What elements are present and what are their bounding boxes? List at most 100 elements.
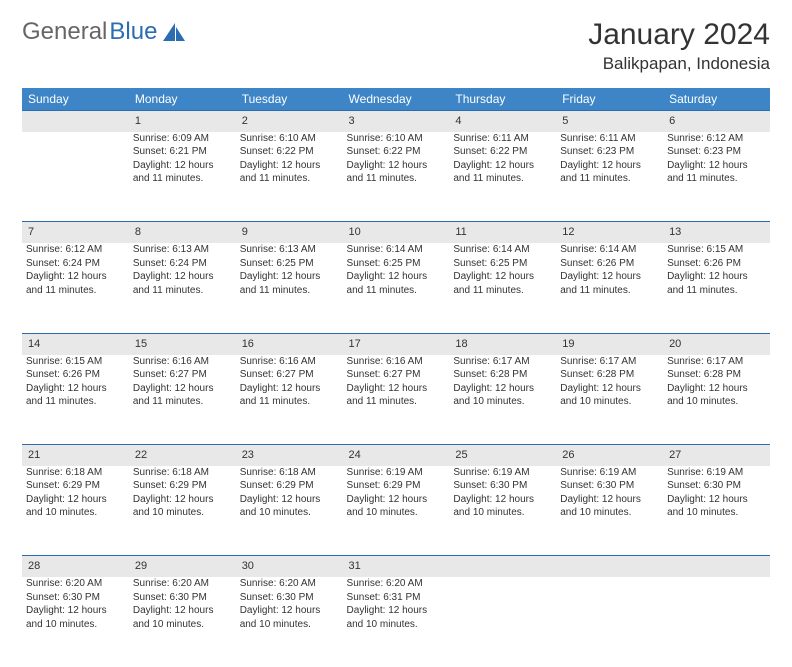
daylight-line: Daylight: 12 hours and 10 minutes. [560,382,659,409]
header: GeneralBlue January 2024 Balikpapan, Ind… [22,18,770,74]
daylight-line: Daylight: 12 hours and 11 minutes. [453,159,552,186]
sunset-line: Sunset: 6:21 PM [133,145,232,159]
daylight-line: Daylight: 12 hours and 10 minutes. [347,493,446,520]
day-number-cell: 5 [556,111,663,132]
sunrise-line: Sunrise: 6:13 AM [133,243,232,257]
weekday-header: Friday [556,88,663,111]
sunrise-line: Sunrise: 6:13 AM [240,243,339,257]
location: Balikpapan, Indonesia [588,54,770,74]
daylight-line: Daylight: 12 hours and 11 minutes. [560,159,659,186]
sunset-line: Sunset: 6:28 PM [453,368,552,382]
day-number-cell: 31 [343,556,450,577]
day-number-cell: 14 [22,333,129,354]
sunrise-line: Sunrise: 6:10 AM [347,132,446,146]
day-info-cell [556,577,663,667]
daylight-line: Daylight: 12 hours and 11 minutes. [667,159,766,186]
day-info-cell: Sunrise: 6:15 AMSunset: 6:26 PMDaylight:… [22,355,129,445]
sunrise-line: Sunrise: 6:19 AM [667,466,766,480]
sunrise-line: Sunrise: 6:17 AM [453,355,552,369]
day-info-cell: Sunrise: 6:12 AMSunset: 6:24 PMDaylight:… [22,243,129,333]
day-number-cell: 8 [129,222,236,243]
sunrise-line: Sunrise: 6:09 AM [133,132,232,146]
daylight-line: Daylight: 12 hours and 11 minutes. [133,159,232,186]
day-number-cell: 3 [343,111,450,132]
day-info-cell: Sunrise: 6:20 AMSunset: 6:30 PMDaylight:… [236,577,343,667]
daylight-line: Daylight: 12 hours and 10 minutes. [453,493,552,520]
day-number-cell: 15 [129,333,236,354]
sunrise-line: Sunrise: 6:20 AM [347,577,446,591]
day-info-cell: Sunrise: 6:20 AMSunset: 6:30 PMDaylight:… [22,577,129,667]
daylight-line: Daylight: 12 hours and 10 minutes. [133,493,232,520]
brand-logo: GeneralBlue [22,18,187,46]
day-number-cell [663,556,770,577]
sunset-line: Sunset: 6:26 PM [26,368,125,382]
sunset-line: Sunset: 6:27 PM [240,368,339,382]
sunrise-line: Sunrise: 6:11 AM [560,132,659,146]
daylight-line: Daylight: 12 hours and 10 minutes. [26,493,125,520]
day-info-cell: Sunrise: 6:18 AMSunset: 6:29 PMDaylight:… [22,466,129,556]
sunset-line: Sunset: 6:30 PM [240,591,339,605]
day-number-cell: 9 [236,222,343,243]
weekday-header: Monday [129,88,236,111]
sunrise-line: Sunrise: 6:20 AM [133,577,232,591]
day-number-cell: 16 [236,333,343,354]
day-number-cell: 30 [236,556,343,577]
day-number-cell: 2 [236,111,343,132]
day-number-cell: 20 [663,333,770,354]
daylight-line: Daylight: 12 hours and 11 minutes. [240,159,339,186]
day-info-cell [663,577,770,667]
day-number-row: 14151617181920 [22,333,770,354]
sunset-line: Sunset: 6:26 PM [667,257,766,271]
weekday-header: Thursday [449,88,556,111]
sunrise-line: Sunrise: 6:12 AM [26,243,125,257]
weekday-header-row: SundayMondayTuesdayWednesdayThursdayFrid… [22,88,770,111]
day-number-cell: 6 [663,111,770,132]
day-number-cell: 28 [22,556,129,577]
sunrise-line: Sunrise: 6:12 AM [667,132,766,146]
sunset-line: Sunset: 6:27 PM [347,368,446,382]
sunset-line: Sunset: 6:27 PM [133,368,232,382]
day-number-cell [22,111,129,132]
day-number-cell: 22 [129,445,236,466]
day-number-cell: 27 [663,445,770,466]
sunset-line: Sunset: 6:30 PM [453,479,552,493]
calendar-table: SundayMondayTuesdayWednesdayThursdayFrid… [22,88,770,667]
day-number-cell: 10 [343,222,450,243]
day-info-cell: Sunrise: 6:20 AMSunset: 6:30 PMDaylight:… [129,577,236,667]
sunset-line: Sunset: 6:26 PM [560,257,659,271]
day-info-cell: Sunrise: 6:19 AMSunset: 6:30 PMDaylight:… [556,466,663,556]
sunset-line: Sunset: 6:23 PM [560,145,659,159]
day-info-cell: Sunrise: 6:18 AMSunset: 6:29 PMDaylight:… [236,466,343,556]
daylight-line: Daylight: 12 hours and 10 minutes. [26,604,125,631]
day-info-cell: Sunrise: 6:14 AMSunset: 6:25 PMDaylight:… [449,243,556,333]
sunset-line: Sunset: 6:29 PM [26,479,125,493]
weekday-header: Tuesday [236,88,343,111]
day-info-row: Sunrise: 6:15 AMSunset: 6:26 PMDaylight:… [22,355,770,445]
sunset-line: Sunset: 6:30 PM [560,479,659,493]
day-info-cell: Sunrise: 6:09 AMSunset: 6:21 PMDaylight:… [129,132,236,222]
day-number-cell [449,556,556,577]
day-info-cell: Sunrise: 6:11 AMSunset: 6:22 PMDaylight:… [449,132,556,222]
sunset-line: Sunset: 6:22 PM [453,145,552,159]
day-info-row: Sunrise: 6:09 AMSunset: 6:21 PMDaylight:… [22,132,770,222]
day-number-cell: 12 [556,222,663,243]
day-number-cell: 17 [343,333,450,354]
day-info-cell: Sunrise: 6:14 AMSunset: 6:25 PMDaylight:… [343,243,450,333]
sunset-line: Sunset: 6:31 PM [347,591,446,605]
day-number-row: 78910111213 [22,222,770,243]
sunset-line: Sunset: 6:24 PM [133,257,232,271]
sunrise-line: Sunrise: 6:14 AM [560,243,659,257]
sunrise-line: Sunrise: 6:18 AM [133,466,232,480]
daylight-line: Daylight: 12 hours and 11 minutes. [240,382,339,409]
sunset-line: Sunset: 6:30 PM [133,591,232,605]
day-info-cell: Sunrise: 6:17 AMSunset: 6:28 PMDaylight:… [556,355,663,445]
day-info-cell: Sunrise: 6:16 AMSunset: 6:27 PMDaylight:… [129,355,236,445]
daylight-line: Daylight: 12 hours and 10 minutes. [347,604,446,631]
day-info-cell: Sunrise: 6:15 AMSunset: 6:26 PMDaylight:… [663,243,770,333]
day-info-cell: Sunrise: 6:18 AMSunset: 6:29 PMDaylight:… [129,466,236,556]
day-number-cell: 1 [129,111,236,132]
sunrise-line: Sunrise: 6:19 AM [347,466,446,480]
day-info-cell: Sunrise: 6:17 AMSunset: 6:28 PMDaylight:… [663,355,770,445]
day-info-row: Sunrise: 6:18 AMSunset: 6:29 PMDaylight:… [22,466,770,556]
daylight-line: Daylight: 12 hours and 11 minutes. [347,159,446,186]
